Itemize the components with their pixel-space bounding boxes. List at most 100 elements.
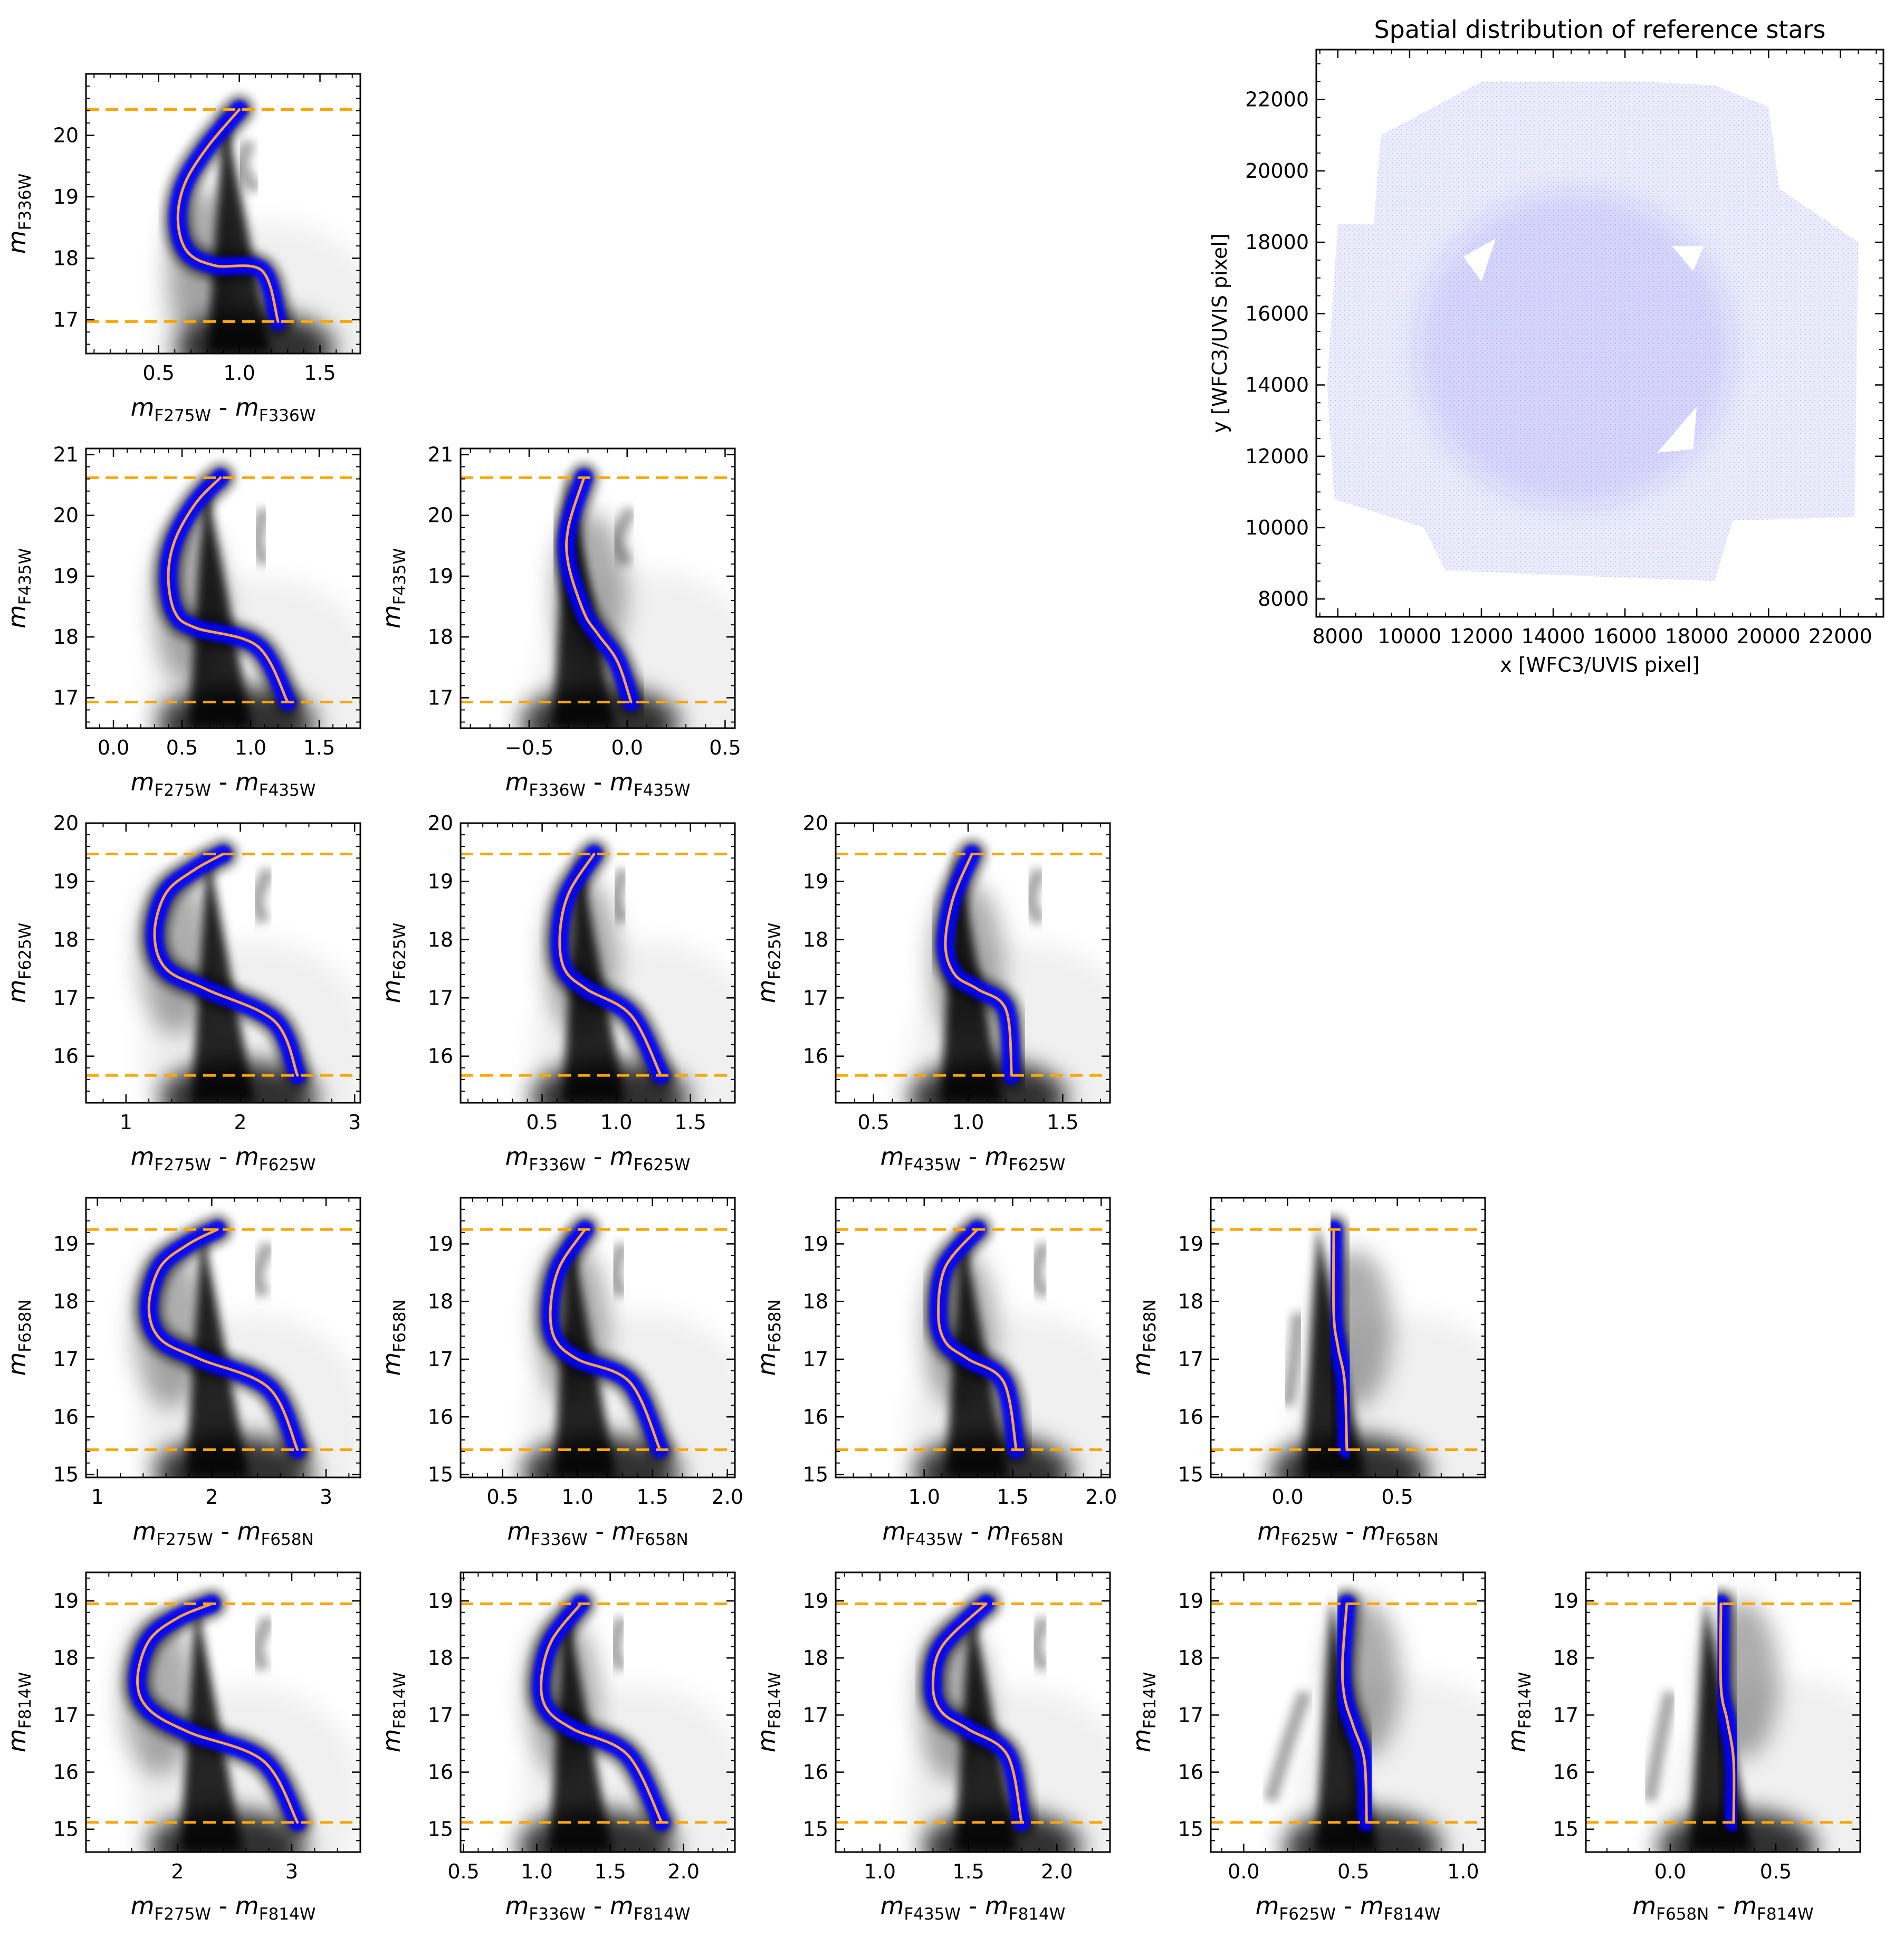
y-tick-label: 16 xyxy=(803,1761,828,1784)
x-tick-label: 14000 xyxy=(1522,625,1585,648)
cmd-panel-p43: 0.0 0.5 1.0 15 16 17 18 19 mF625W - mF814W mF814W xyxy=(1127,1571,1486,1924)
axes-frame xyxy=(460,1571,736,1853)
x-tick-label: 1.5 xyxy=(952,1860,984,1883)
x-tick-label: 1.0 xyxy=(952,1111,984,1134)
x-axis-label: mF275W - mF658N xyxy=(132,1517,313,1549)
fiducial-ridge-line xyxy=(147,1228,299,1451)
x-tick-label: 1.0 xyxy=(521,1860,552,1883)
y-tick-label: 19 xyxy=(53,1232,79,1255)
y-tick-label: 18 xyxy=(1178,1646,1203,1669)
cmd-panel-p44: 0.0 0.5 15 16 17 18 19 mF658N - mF814W mF814W xyxy=(1503,1571,1861,1924)
faint-ms-tail xyxy=(207,104,271,354)
y-tick-label: 16 xyxy=(428,1761,453,1784)
fiducial-ridge-line xyxy=(1719,1602,1736,1824)
x-axis-label: mF435W - mF625W xyxy=(881,1142,1066,1175)
y-tick-label: 19 xyxy=(428,1589,453,1612)
y-tick-label: 18 xyxy=(803,1646,828,1669)
y-tick-label: 17 xyxy=(428,1703,453,1726)
fiducial-ridge-line xyxy=(558,853,662,1077)
x-axis-label: mF658N - mF814W xyxy=(1632,1892,1813,1924)
x-tick-label: 1.0 xyxy=(600,1111,632,1134)
y-tick-label: 14000 xyxy=(1245,374,1309,397)
y-tick-label: 19 xyxy=(1178,1589,1203,1612)
y-tick-label: 19 xyxy=(53,870,79,893)
x-axis-label: mF275W - mF336W xyxy=(131,393,316,425)
x-axis-label: mF275W - mF814W xyxy=(131,1892,316,1924)
x-tick-label: 0.5 xyxy=(1381,1485,1413,1509)
y-tick-label: 16 xyxy=(1178,1761,1203,1784)
x-axis-label: mF336W - mF658N xyxy=(507,1517,688,1549)
x-tick-label: 0.0 xyxy=(1654,1860,1686,1883)
x-axis-label: x [WFC3/UVIS pixel] xyxy=(1500,653,1699,676)
x-tick-label: 2 xyxy=(234,1111,246,1134)
y-tick-label: 18 xyxy=(53,246,79,270)
x-tick-label: 1.5 xyxy=(997,1485,1028,1509)
faint-ms-tail xyxy=(186,1224,250,1477)
cmd-panel-p11: −0.5 0.0 0.5 17 18 19 20 21 mF336W - mF435W mF435… xyxy=(377,443,741,800)
cmd-panel-p30: 1 2 3 15 16 17 18 19 mF275W - mF658N mF658N xyxy=(3,1197,361,1549)
cluster-core-density xyxy=(1416,190,1733,508)
x-axis-label: mF625W - mF814W xyxy=(1256,1892,1441,1924)
secondary-sequence xyxy=(250,1241,275,1298)
cmd-panel-p10: 0.0 0.5 1.0 1.5 17 18 19 20 21 mF275W - mF435W mF4… xyxy=(3,443,361,800)
y-axis-label: mF435W xyxy=(377,548,409,628)
fiducial-ridge-line xyxy=(153,853,299,1077)
x-tick-label: 0.0 xyxy=(98,736,129,759)
chip-gap xyxy=(1671,245,1704,271)
x-tick-label: 1.0 xyxy=(1447,1860,1479,1883)
y-tick-label: 16 xyxy=(803,1045,828,1068)
y-tick-label: 17 xyxy=(428,986,453,1009)
secondary-sequence xyxy=(1263,1690,1312,1803)
x-tick-label: 0.5 xyxy=(486,1485,518,1509)
y-tick-label: 18 xyxy=(53,928,79,951)
y-tick-label: 18 xyxy=(53,625,79,648)
y-axis-label: mF814W xyxy=(377,1672,409,1752)
y-tick-label: 21 xyxy=(53,443,79,466)
y-tick-label: 18 xyxy=(53,1290,79,1313)
y-tick-label: 15 xyxy=(53,1818,79,1841)
fiducial-ridge-line xyxy=(136,1602,299,1824)
chip-gap xyxy=(1657,406,1697,453)
y-tick-label: 19 xyxy=(1553,1589,1578,1612)
cmd-panel-p33: 0.0 0.5 15 16 17 18 19 mF625W - mF658N mF658N xyxy=(1127,1197,1486,1549)
y-tick-label: 16 xyxy=(428,1405,453,1428)
y-axis-label: mF814W xyxy=(1503,1672,1535,1752)
x-tick-label: −0.5 xyxy=(505,736,553,759)
y-tick-label: 15 xyxy=(803,1818,828,1841)
x-tick-label: 18000 xyxy=(1665,625,1729,648)
axes-frame xyxy=(85,1197,361,1478)
faint-ms-tail xyxy=(954,1598,1018,1852)
cmd-panel-p00: 0.5 1.0 1.5 17 18 19 20 mF275W - mF336W mF336W xyxy=(3,73,361,425)
secondary-sequence xyxy=(1029,1616,1051,1673)
y-axis-label: mF658N xyxy=(1127,1299,1160,1376)
x-tick-label: 1.5 xyxy=(674,1111,706,1134)
x-axis-label: mF435W - mF814W xyxy=(881,1892,1066,1924)
y-tick-label: 17 xyxy=(803,1348,828,1371)
x-tick-label: 0.5 xyxy=(709,736,741,759)
y-axis-label: mF625W xyxy=(3,923,35,1003)
x-tick-label: 0.5 xyxy=(526,1111,558,1134)
x-tick-label: 10000 xyxy=(1377,625,1441,648)
y-tick-label: 18 xyxy=(428,1646,453,1669)
y-tick-label: 18 xyxy=(1553,1646,1578,1669)
y-tick-label: 19 xyxy=(803,1232,828,1255)
faint-ms-tail xyxy=(945,1224,1009,1477)
x-tick-label: 0.5 xyxy=(447,1860,479,1883)
cmd-panel-p40: 2 3 15 16 17 18 19 mF275W - mF814W mF814W xyxy=(3,1571,361,1924)
y-tick-label: 17 xyxy=(1178,1348,1203,1371)
y-tick-label: 15 xyxy=(53,1463,79,1486)
x-tick-label: 1.0 xyxy=(235,736,266,759)
y-tick-label: 16 xyxy=(803,1405,828,1428)
chip-gap xyxy=(1463,238,1496,282)
x-axis-label: mF275W - mF625W xyxy=(131,1142,316,1175)
y-tick-label: 18000 xyxy=(1245,231,1309,254)
secondary-sequence xyxy=(235,139,262,194)
fiducial-ridge-line xyxy=(549,1228,662,1451)
fiducial-ridge-line xyxy=(1341,1602,1368,1824)
y-tick-label: 22000 xyxy=(1245,88,1309,111)
y-tick-label: 17 xyxy=(428,1348,453,1371)
y-tick-label: 18 xyxy=(53,1646,79,1669)
x-tick-label: 1.5 xyxy=(594,1860,626,1883)
faint-ms-tail xyxy=(562,848,626,1103)
